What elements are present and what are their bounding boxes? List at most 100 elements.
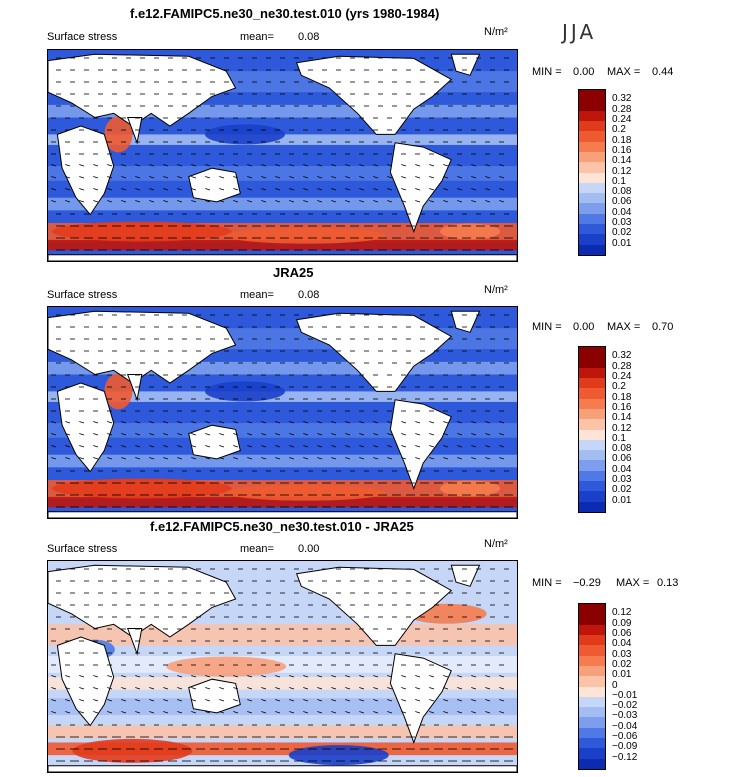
continent [48,53,237,127]
wind-arrow [65,433,71,436]
wind-arrow [317,687,323,690]
wind-arrow [415,445,421,448]
colorbar-level-label: 0.14 [612,412,632,424]
wind-arrow [373,675,379,678]
field-blob [440,480,501,497]
wind-arrow [121,433,127,436]
wind-arrow [247,699,253,702]
wind-arrow [401,200,407,203]
wind-arrow [387,176,393,179]
wind-arrow [359,200,365,203]
continent [56,636,115,727]
wind-arrow [275,433,281,436]
colorbar-level-label: 0.18 [612,134,632,146]
wind-arrow [415,675,421,678]
wind-arrow [93,188,99,191]
wind-arrow [471,699,477,702]
wind-arrow [317,421,323,424]
wind-arrow [359,164,365,167]
wind-arrow [275,711,281,714]
continent [295,312,453,392]
wind-arrow [107,176,113,179]
wind-arrow [163,421,169,424]
wind-arrow [261,176,267,179]
wind-arrow [191,457,197,460]
wind-arrow [387,699,393,702]
wind-arrow [177,200,183,203]
wind-arrow [149,421,155,424]
wind-arrow [93,421,99,424]
colorbar-level-label: 0.14 [612,155,632,167]
wind-arrow [177,433,183,436]
continent [295,566,453,646]
wind-arrow [387,457,393,460]
wind-arrow [219,164,225,167]
wind-arrow [359,457,365,460]
field-blob [104,373,133,410]
wind-arrow [359,711,365,714]
wind-arrow [261,445,267,448]
wind-arrow [121,699,127,702]
wind-arrow [485,445,491,448]
wind-arrow [289,457,295,460]
colorbar-level-label: 0.02 [612,658,632,670]
wind-arrow [275,176,281,179]
colorbar-swatch [579,604,605,615]
wind-arrow [51,188,57,191]
wind-arrow [93,164,99,167]
wind-arrow [499,164,505,167]
wind-arrow [415,164,421,167]
wind-arrow [149,200,155,203]
wind-arrow [429,457,435,460]
wind-arrow [471,188,477,191]
wind-arrow [331,176,337,179]
wind-arrow [331,433,337,436]
wind-arrow [303,200,309,203]
wind-arrow [331,711,337,714]
wind-arrow [135,200,141,203]
wind-arrow [275,687,281,690]
panel-1-mean-value: 0.08 [298,31,320,43]
wind-arrow [163,699,169,702]
wind-arrow [219,457,225,460]
wind-arrow [93,200,99,203]
wind-arrow [93,457,99,460]
wind-arrow [261,421,267,424]
wind-arrow [177,699,183,702]
wind-arrow [471,421,477,424]
wind-arrow [219,699,225,702]
colorbar-swatch [579,450,605,461]
wind-arrow [163,164,169,167]
wind-arrow [485,675,491,678]
colorbar-level-label: −0.02 [612,700,638,712]
panel-2-mean-label: mean= [240,289,274,301]
wind-arrow [135,711,141,714]
colorbar-level-label: −0.09 [612,741,638,753]
colorbar-swatch [579,398,605,409]
wind-arrow [107,200,113,203]
colorbar-swatch [579,696,605,708]
continent [48,511,517,518]
wind-arrow [303,687,309,690]
wind-arrow [219,687,225,690]
wind-arrow [275,200,281,203]
wind-arrow [303,176,309,179]
colorbar-level-label: 0.32 [612,93,632,105]
wind-arrow [443,433,449,436]
wind-arrow [233,164,239,167]
wind-arrow [163,675,169,678]
wind-arrow [205,457,211,460]
colorbar-swatch [579,665,605,677]
wind-arrow [373,421,379,424]
continent [450,310,481,333]
wind-arrow [135,188,141,191]
wind-arrow [443,675,449,678]
wind-arrow [233,445,239,448]
wind-arrow [443,457,449,460]
colorbar-swatch [579,90,605,101]
wind-arrow [303,445,309,448]
wind-arrow [275,699,281,702]
panel-1-min-value: 0.00 [573,66,595,78]
wind-arrow [219,188,225,191]
wind-arrow [121,421,127,424]
